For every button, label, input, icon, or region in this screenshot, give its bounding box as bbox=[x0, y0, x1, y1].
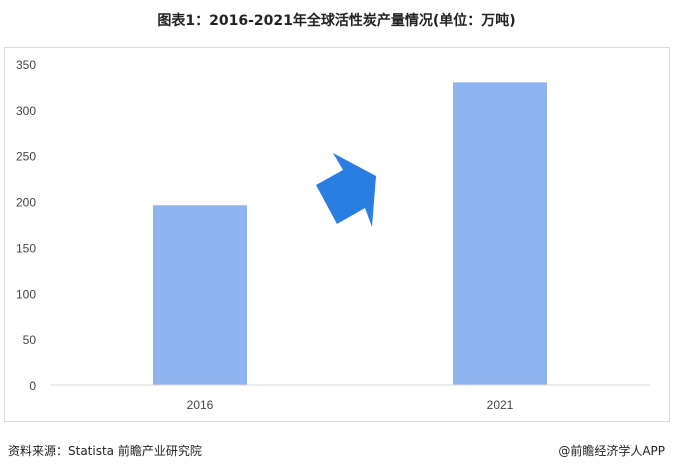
x-tick-label: 2021 bbox=[487, 398, 514, 412]
source-note: 资料来源：Statista 前瞻产业研究院 bbox=[8, 444, 202, 458]
y-tick-label: 0 bbox=[29, 379, 36, 393]
y-tick-label: 150 bbox=[16, 241, 36, 255]
y-tick-label: 250 bbox=[16, 150, 36, 164]
y-tick-label: 200 bbox=[16, 196, 36, 210]
brand-label: @前瞻经济学人APP bbox=[558, 444, 665, 458]
y-tick-label: 350 bbox=[16, 58, 36, 72]
y-tick-label: 300 bbox=[16, 104, 36, 118]
y-tick-label: 50 bbox=[23, 333, 37, 347]
bar-2016 bbox=[153, 205, 247, 385]
x-tick-label: 2016 bbox=[187, 398, 214, 412]
chart-frame bbox=[4, 47, 670, 422]
upward-arrow-icon bbox=[316, 153, 376, 227]
y-tick-label: 100 bbox=[16, 287, 36, 301]
bar-2021 bbox=[453, 82, 547, 385]
chart-title: 图表1：2016-2021年全球活性炭产量情况(单位：万吨) bbox=[157, 13, 516, 29]
